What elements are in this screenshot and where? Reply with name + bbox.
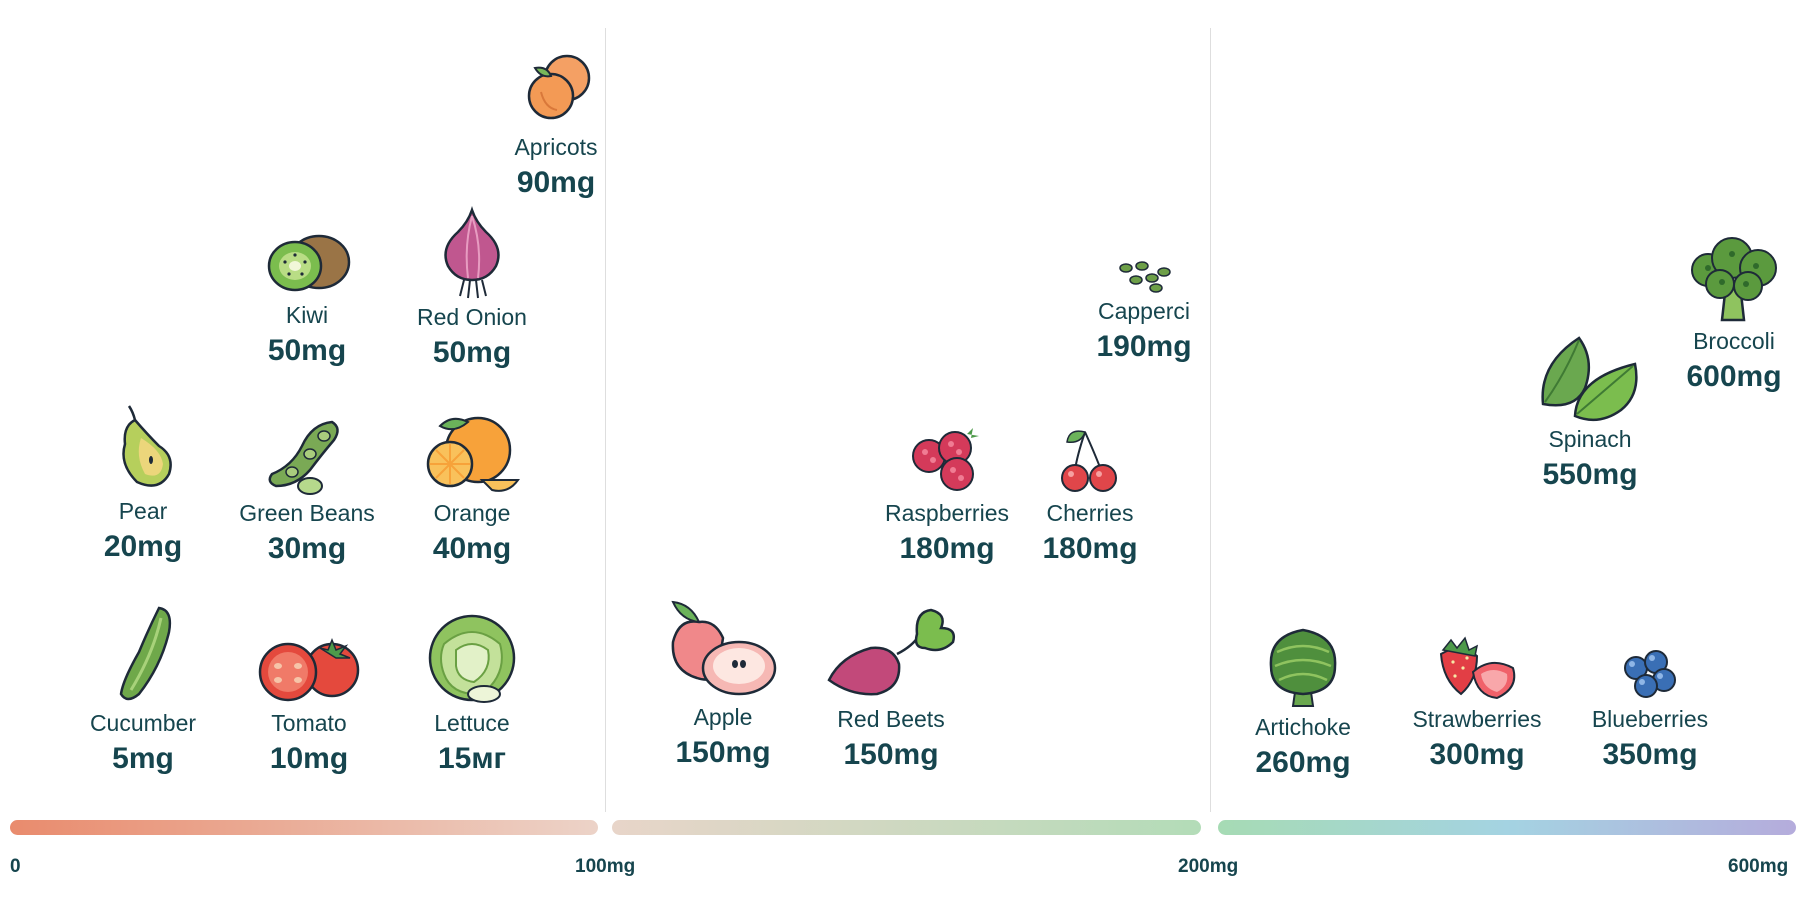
food-name: Cucumber <box>89 710 197 736</box>
food-value: 190mg <box>1096 330 1192 363</box>
food-value: 50mg <box>432 336 512 369</box>
food-item-cherries: Cherries 180mg <box>1005 426 1175 566</box>
cherries-icon <box>1061 430 1117 492</box>
food-name: Pear <box>118 498 168 524</box>
kiwi-icon <box>267 234 351 292</box>
food-name: Artichoke <box>1255 714 1351 740</box>
food-item-apple: Apple 150mg <box>638 598 808 770</box>
food-name: Kiwi <box>285 302 329 328</box>
food-item-broccoli: Broccoli 600mg <box>1649 234 1800 394</box>
food-item-blueberries: Blueberries 350mg <box>1565 648 1735 772</box>
food-item-pear: Pear 20mg <box>58 404 228 564</box>
food-value: 300mg <box>1429 738 1525 771</box>
food-item-apricots: Apricots 90mg <box>471 48 641 200</box>
apricot-icon <box>527 54 591 120</box>
tomato-icon <box>258 637 360 702</box>
food-value: 150mg <box>675 736 771 769</box>
food-item-artichoke: Artichoke 260mg <box>1218 626 1388 780</box>
food-name: Blueberries <box>1591 706 1709 732</box>
apple-icon <box>671 600 777 696</box>
food-value: 150mg <box>843 738 939 771</box>
food-item-orange: Orange 40mg <box>387 414 557 566</box>
food-name: Strawberries <box>1412 706 1542 732</box>
section-divider-100mg <box>605 28 606 812</box>
food-value: 30mg <box>267 532 347 565</box>
food-value: 5mg <box>112 742 174 775</box>
section-divider-200mg <box>1210 28 1211 812</box>
food-name: Raspberries <box>885 500 1009 526</box>
food-value: 180mg <box>899 532 995 565</box>
scale-tick-0: 0 <box>10 856 21 877</box>
food-name: Lettuce <box>434 710 510 736</box>
food-name: Capperci <box>1097 298 1191 324</box>
strawberries-icon <box>1439 636 1516 700</box>
onion-icon <box>444 206 500 299</box>
food-value: 550mg <box>1542 458 1638 491</box>
scale-tick-200mg: 200mg <box>1178 856 1239 877</box>
food-name: Apricots <box>514 134 598 160</box>
scale-tick-100mg: 100mg <box>575 856 636 877</box>
food-item-strawberries: Strawberries 300mg <box>1392 636 1562 772</box>
scale-tick-600mg: 600mg <box>1728 856 1789 877</box>
scale-bar-0-100 <box>10 820 598 835</box>
food-value: 10mg <box>269 742 349 775</box>
food-item-lettuce: Lettuce 15мг <box>387 610 557 776</box>
food-value: 600mg <box>1686 360 1782 393</box>
artichoke-icon <box>1269 628 1337 707</box>
beet-icon <box>827 608 955 696</box>
scale-bar-100-200 <box>612 820 1201 835</box>
food-value: 90mg <box>516 166 596 199</box>
food-item-red-beets: Red Beets 150mg <box>806 604 976 772</box>
orange-icon <box>426 416 520 492</box>
food-item-tomato: Tomato 10mg <box>224 632 394 776</box>
pear-icon <box>122 405 172 487</box>
food-item-green-beans: Green Beans 30mg <box>222 414 392 566</box>
food-value: 15мг <box>437 742 507 775</box>
food-value: 350mg <box>1602 738 1698 771</box>
green-beans-icon <box>268 420 339 495</box>
food-value: 20mg <box>103 530 183 563</box>
broccoli-icon <box>1691 237 1777 322</box>
food-name: Tomato <box>271 710 347 736</box>
food-name: Red Onion <box>417 304 527 330</box>
food-value: 180mg <box>1042 532 1138 565</box>
food-item-kiwi: Kiwi 50mg <box>222 226 392 368</box>
food-value: 50mg <box>267 334 347 367</box>
food-name: Cherries <box>1046 500 1134 526</box>
capers-icon <box>1119 261 1171 293</box>
raspberries-icon <box>912 428 979 491</box>
food-name: Red Beets <box>837 706 945 732</box>
food-name: Spinach <box>1548 426 1632 452</box>
food-item-raspberries: Raspberries 180mg <box>862 426 1032 566</box>
food-name: Green Beans <box>239 500 375 526</box>
food-item-spinach: Spinach 550mg <box>1505 334 1675 492</box>
food-value: 40mg <box>432 532 512 565</box>
spinach-icon <box>1541 336 1638 422</box>
food-name: Apple <box>693 704 753 730</box>
food-name: Broccoli <box>1693 328 1775 354</box>
food-item-capperci: Capperci 190mg <box>1059 258 1229 364</box>
food-value: 260mg <box>1255 746 1351 779</box>
lettuce-icon <box>428 614 516 703</box>
cucumber-icon <box>119 606 172 701</box>
food-item-red-onion: Red Onion 50mg <box>387 206 557 370</box>
food-item-cucumber: Cucumber 5mg <box>58 604 228 776</box>
blueberries-icon <box>1624 650 1676 698</box>
scale-bar-200-600 <box>1218 820 1796 835</box>
food-name: Orange <box>433 500 511 526</box>
